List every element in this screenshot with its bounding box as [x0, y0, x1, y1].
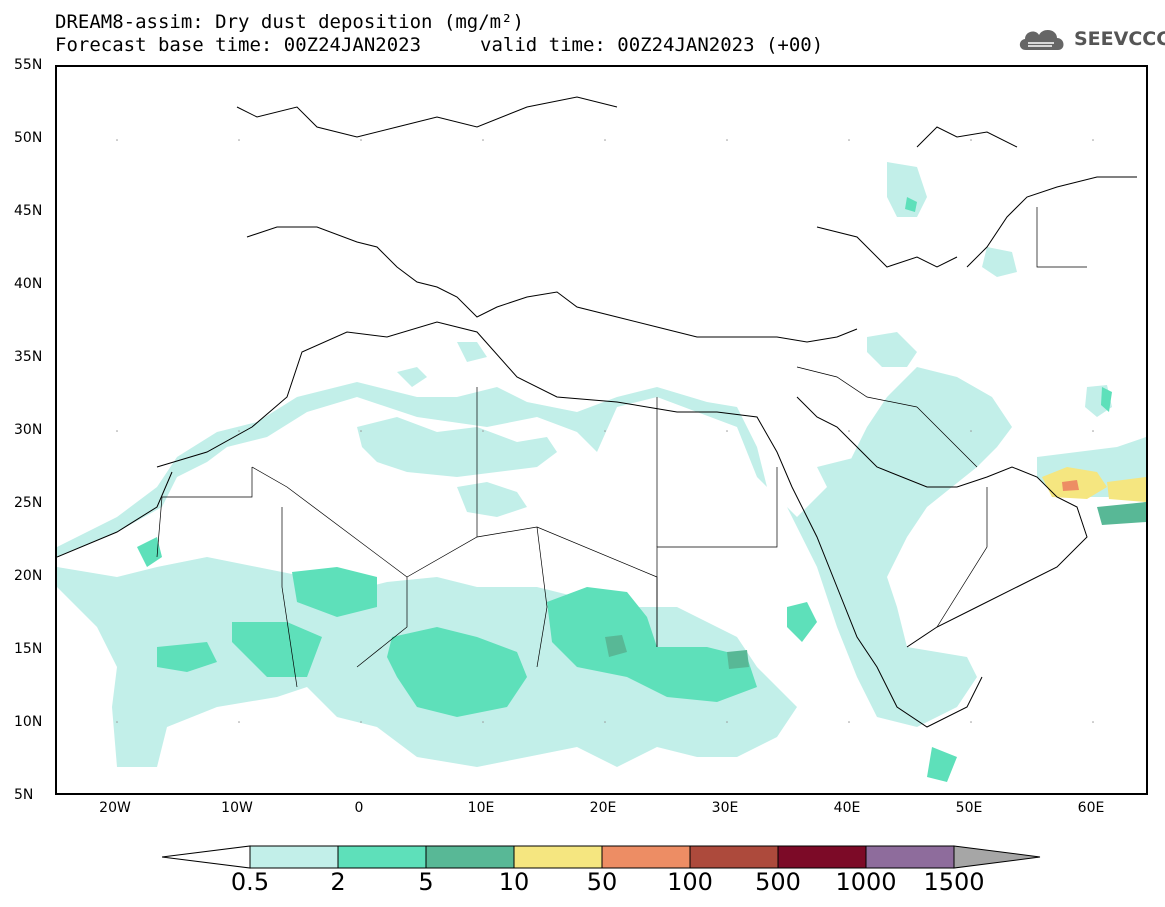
lon-label-40e: 40E [833, 800, 861, 816]
lat-label-15n: 15N [14, 641, 43, 657]
colorbar [162, 845, 1041, 869]
lat-label-20n: 20N [14, 568, 43, 584]
colorbar-bin-2 [337, 845, 427, 869]
colorbar-bin-7 [777, 845, 867, 869]
deposition-high-band [605, 502, 1146, 669]
colorbar-bin-5 [601, 845, 691, 869]
lat-label-35n: 35N [14, 349, 43, 365]
lat-label-5n: 5N [14, 787, 34, 803]
graticule [116, 139, 1094, 723]
seevccc-logo: SEEVCCC [1016, 24, 1165, 54]
colorbar-bin-3 [425, 845, 515, 869]
colorbar-over-triangle [953, 845, 1041, 869]
colorbar-label-500: 500 [755, 868, 801, 896]
lat-label-45n: 45N [14, 203, 43, 219]
lon-label-50e: 50E [955, 800, 983, 816]
lon-label-20e: 20E [589, 800, 617, 816]
cloud-logo-icon [1019, 29, 1064, 50]
colorbar-label-2: 2 [330, 868, 346, 896]
base-time: Forecast base time: 00Z24JAN2023 [55, 34, 422, 56]
colorbar-under-triangle [162, 845, 251, 869]
colorbar-bin-4 [513, 845, 603, 869]
dust-map [57, 96, 1146, 782]
chart-title: DREAM8-assim: Dry dust deposition (mg/m²… [55, 11, 524, 33]
lat-label-50n: 50N [14, 130, 43, 146]
colorbar-label-1500: 1500 [923, 868, 985, 896]
colorbar-bin-6 [689, 845, 779, 869]
lon-label-30e: 30E [711, 800, 739, 816]
colorbar-label-5: 5 [418, 868, 434, 896]
logo-text: SEEVCCC [1074, 28, 1165, 50]
colorbar-bin-1 [249, 845, 339, 869]
lat-label-10n: 10N [14, 714, 43, 730]
lon-label-10e: 10E [467, 800, 495, 816]
lat-label-40n: 40N [14, 276, 43, 292]
colorbar-label-100: 100 [667, 868, 713, 896]
lat-label-55n: 55N [14, 57, 43, 73]
deposition-extreme-band [1062, 480, 1079, 491]
coastlines [57, 96, 1137, 728]
map-frame[interactable] [55, 65, 1148, 795]
colorbar-label-50: 50 [586, 868, 618, 896]
deposition-low-band [57, 162, 1146, 767]
lon-label-10w: 10W [221, 800, 253, 816]
colorbar-label-10: 10 [498, 868, 530, 896]
colorbar-label-0-5: 0.5 [230, 868, 270, 896]
borders [156, 207, 1087, 688]
colorbar-bin-8 [865, 845, 955, 869]
lat-label-30n: 30N [14, 422, 43, 438]
lon-label-20w: 20W [99, 800, 131, 816]
colorbar-label-1000: 1000 [835, 868, 897, 896]
lat-label-25n: 25N [14, 495, 43, 511]
lon-label-0: 0 [354, 800, 364, 816]
valid-time: valid time: 00Z24JAN2023 (+00) [480, 34, 824, 56]
lon-label-60e: 60E [1077, 800, 1105, 816]
deposition-mid-band [137, 197, 1112, 782]
